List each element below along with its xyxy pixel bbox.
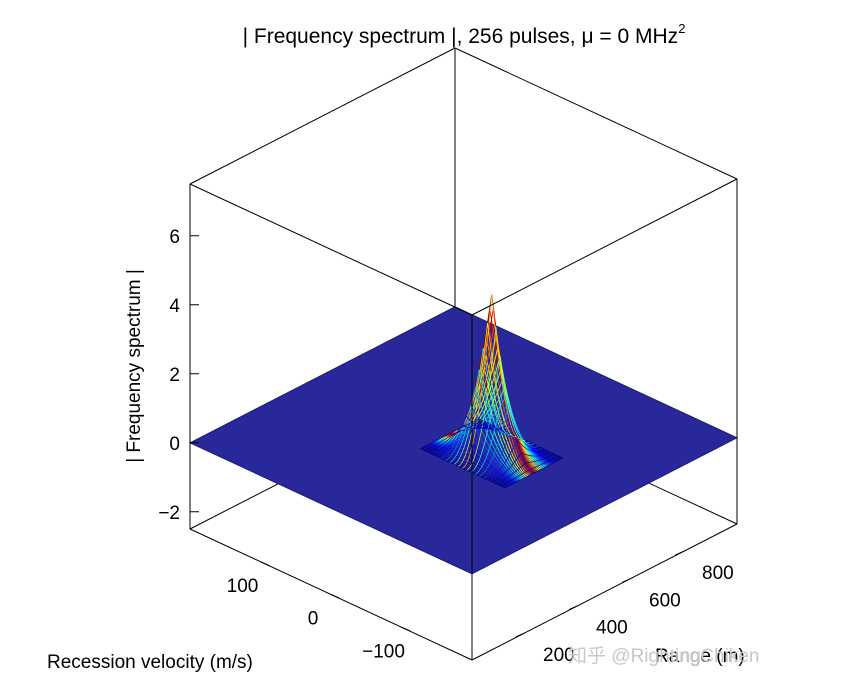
watermark: 知乎 @RightingChiken <box>568 645 759 667</box>
y-tick-label: 0 <box>308 609 319 630</box>
surface-peak-line <box>479 402 538 477</box>
y-tick <box>401 626 411 632</box>
y-tick <box>260 561 270 567</box>
surface-peak-line <box>420 418 479 450</box>
surface-peak-line <box>496 453 555 485</box>
surface-peak-line <box>428 422 488 453</box>
axis-ticks: 6 4 2 0 −2 100 0 −100 200 400 600 800 <box>158 227 733 666</box>
z-tick-label: 6 <box>169 227 180 248</box>
z-axis-label: | Frequency spectrum | <box>124 269 145 463</box>
surface-peak-line <box>453 347 513 465</box>
x-tick <box>515 632 526 638</box>
x-tick-label: 200 <box>543 645 575 666</box>
x-tick-label: 800 <box>702 563 734 584</box>
box-edge <box>189 183 473 316</box>
x-axis-label: Range (m) <box>655 646 745 667</box>
z-tick-label: 4 <box>169 296 180 317</box>
x-tick <box>621 577 632 583</box>
axes-box-front <box>189 178 738 661</box>
y-tick-label: 100 <box>227 576 259 597</box>
surface-plane <box>188 306 739 575</box>
surface-peak-line <box>424 420 483 451</box>
box-edge <box>471 523 738 661</box>
surface-peak-line <box>441 402 500 459</box>
y-tick <box>330 594 341 599</box>
z-tick-label: −2 <box>158 503 180 524</box>
y-tick-label: −100 <box>362 641 405 662</box>
surface-peak-line <box>500 455 560 487</box>
chart-title: | Frequency spectrum |, 256 pulses, μ = … <box>243 21 686 48</box>
z-tick-label: 0 <box>169 434 180 455</box>
surface-peak-line <box>458 322 517 467</box>
y-axis-label: Recession velocity (m/s) <box>47 652 253 673</box>
x-tick-label: 600 <box>649 590 681 611</box>
surface-peak-line <box>445 387 505 461</box>
surface-peak-line <box>470 355 530 473</box>
surface-peak-line <box>504 457 564 489</box>
surface-peak-line <box>487 439 547 481</box>
surface-peak-line <box>466 326 526 471</box>
surface-peak-line <box>437 415 496 457</box>
surface-peak <box>420 294 564 489</box>
x-tick <box>674 550 685 556</box>
box-edge <box>471 178 738 316</box>
surface-peak-line <box>432 424 492 455</box>
surface-peak-line <box>492 451 551 483</box>
box-edge <box>189 47 456 185</box>
x-tick-label: 400 <box>596 618 628 639</box>
z-tick-label: 2 <box>169 365 180 386</box>
x-tick <box>568 605 579 611</box>
surface-plane-fill <box>188 306 739 575</box>
box-edge <box>454 47 738 180</box>
